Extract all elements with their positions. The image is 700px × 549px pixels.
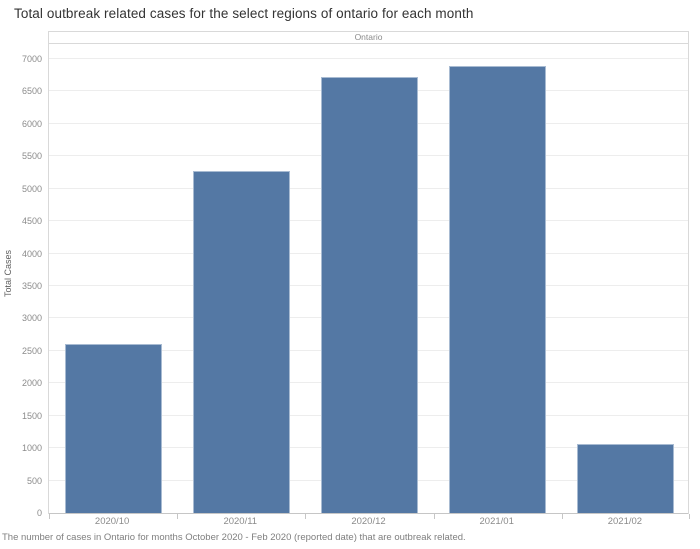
y-tick-label: 2500	[21, 345, 42, 356]
y-tick-label: 1500	[21, 410, 42, 421]
x-tick-label-2020-12: 2020/12	[351, 516, 386, 527]
y-tick-label: 1000	[21, 443, 42, 454]
y-tick-label: 5000	[21, 183, 42, 194]
column-header-ontario: Ontario	[49, 31, 688, 44]
bar-2020-10[interactable]	[64, 344, 162, 513]
x-axis-tick-labels: 2020/10 2020/11 2020/12 2021/01 2021/02	[48, 516, 689, 529]
x-axis-tick	[433, 514, 435, 519]
bar-2021-02[interactable]	[577, 444, 675, 513]
x-tick-label-2020-10: 2020/10	[94, 516, 130, 527]
x-tick-label-2021-01: 2021/01	[479, 516, 514, 527]
y-tick-label: 6000	[21, 118, 42, 129]
x-axis-tick	[177, 514, 179, 519]
y-tick-label: 6500	[21, 86, 42, 97]
x-axis-tick	[49, 514, 50, 519]
gridline-7000	[49, 58, 688, 59]
x-tick-label-2020-11: 2020/11	[223, 516, 258, 527]
x-tick-label-2021-02: 2021/02	[607, 516, 643, 527]
y-tick-label: 4000	[21, 248, 42, 259]
y-tick-label: 500	[26, 475, 42, 486]
bar-2020-12[interactable]	[321, 76, 418, 513]
chart-title: Total outbreak related cases for the sel…	[14, 6, 474, 21]
y-tick-label: 4500	[21, 216, 42, 227]
y-tick-label: 5500	[21, 151, 42, 162]
y-tick-label: 2000	[21, 378, 42, 389]
y-tick-label: 3500	[21, 281, 42, 291]
y-tick-label: 7000	[21, 54, 42, 64]
y-tick-label: 0	[36, 508, 42, 518]
x-axis-tick	[305, 514, 307, 519]
chart-frame: Ontario	[48, 31, 690, 519]
x-axis-tick	[561, 514, 563, 519]
x-axis-tick	[689, 514, 690, 519]
bar-2021-01[interactable]	[449, 65, 547, 513]
bar-2020-11[interactable]	[192, 170, 290, 513]
y-tick-label: 3000	[21, 313, 42, 324]
plot-area	[49, 44, 690, 519]
caption: The number of cases in Ontario for month…	[2, 532, 466, 543]
y-axis-tick-labels: 0 500 1000 1500 2000 2500 3000 3500 4000 4500 5000…	[0, 44, 42, 518]
